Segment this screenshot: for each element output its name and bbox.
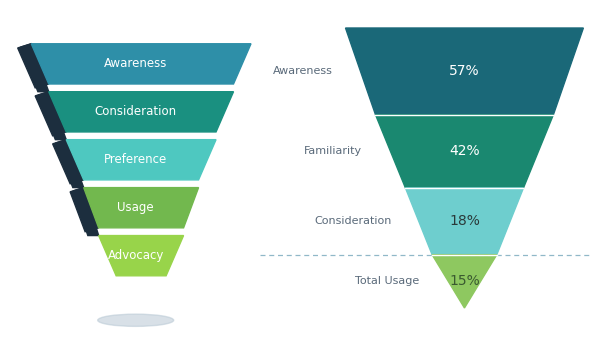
Text: Consideration: Consideration — [94, 105, 177, 118]
Polygon shape — [70, 188, 99, 232]
Ellipse shape — [98, 314, 173, 326]
Text: Total Usage: Total Usage — [355, 276, 419, 286]
Text: Familiarity: Familiarity — [304, 146, 362, 156]
Text: Consideration: Consideration — [315, 216, 392, 226]
Text: 42%: 42% — [449, 144, 480, 158]
Polygon shape — [53, 140, 84, 184]
Polygon shape — [21, 44, 49, 92]
Polygon shape — [49, 92, 234, 132]
Text: Awareness: Awareness — [273, 66, 332, 76]
Text: 57%: 57% — [449, 64, 480, 78]
Text: Advocacy: Advocacy — [107, 249, 164, 262]
Polygon shape — [84, 188, 199, 228]
Polygon shape — [38, 92, 66, 140]
Polygon shape — [375, 115, 553, 188]
Polygon shape — [66, 140, 216, 180]
Text: 15%: 15% — [449, 274, 480, 288]
Polygon shape — [405, 188, 523, 255]
Polygon shape — [18, 44, 49, 88]
Polygon shape — [35, 92, 66, 136]
Text: Preference: Preference — [104, 153, 168, 166]
Polygon shape — [346, 28, 584, 115]
Polygon shape — [99, 236, 183, 276]
Text: Awareness: Awareness — [104, 57, 168, 70]
Polygon shape — [73, 188, 99, 236]
Polygon shape — [432, 255, 497, 308]
Polygon shape — [55, 140, 84, 188]
Text: 18%: 18% — [449, 214, 480, 228]
Polygon shape — [31, 44, 251, 84]
Text: Usage: Usage — [117, 201, 154, 214]
